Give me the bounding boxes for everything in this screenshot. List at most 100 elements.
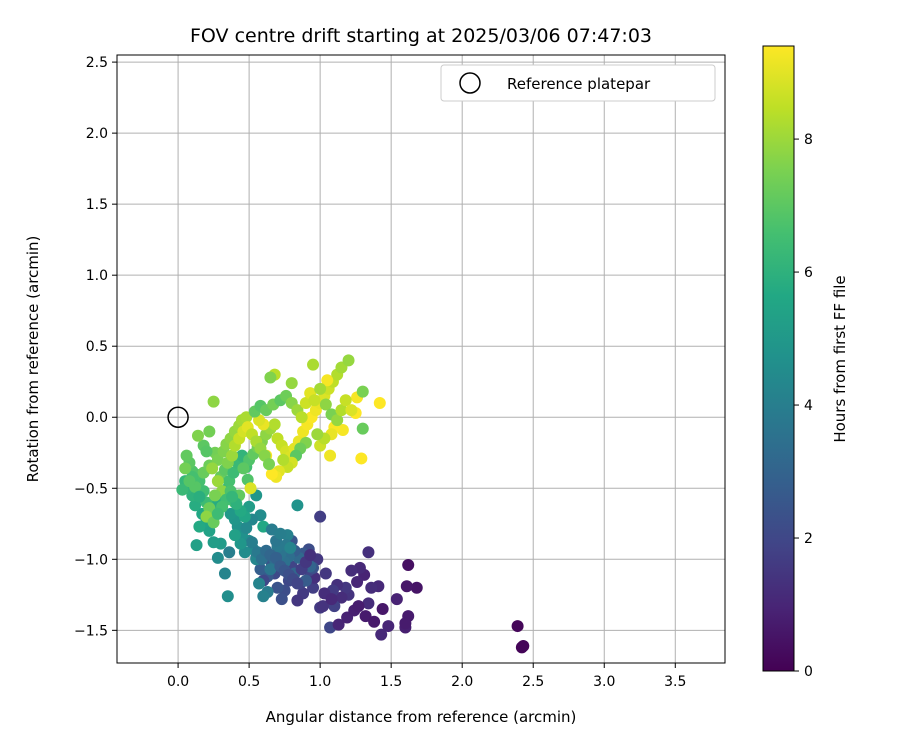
data-point xyxy=(245,536,258,549)
colorbar: 0 2 4 6 8 Hours from first FF file xyxy=(762,45,849,680)
y-tick-label: 1.5 xyxy=(86,197,108,213)
y-tick-label: 1.0 xyxy=(86,268,108,284)
data-point xyxy=(234,537,247,550)
data-point xyxy=(180,449,193,462)
data-point xyxy=(362,546,375,559)
data-point xyxy=(265,468,278,481)
x-tick-label: 1.5 xyxy=(380,674,402,690)
data-point xyxy=(295,411,308,424)
data-point xyxy=(183,475,196,488)
data-point xyxy=(257,590,270,603)
data-point xyxy=(345,404,358,417)
data-points xyxy=(176,354,530,654)
data-point xyxy=(308,394,321,407)
y-tick-label: −0.5 xyxy=(74,481,108,497)
y-tick-label: 0.5 xyxy=(86,339,108,355)
data-point xyxy=(237,462,250,475)
data-point xyxy=(365,581,378,594)
data-point xyxy=(284,541,297,554)
data-point xyxy=(291,594,304,607)
data-point xyxy=(193,490,206,503)
data-point xyxy=(211,551,224,564)
data-point xyxy=(240,522,253,535)
data-point xyxy=(356,385,369,398)
data-point xyxy=(345,564,358,577)
data-point xyxy=(193,520,206,533)
reference-platepar-marker xyxy=(167,406,189,428)
data-point xyxy=(264,371,277,384)
data-point xyxy=(207,536,220,549)
data-point xyxy=(304,549,317,562)
data-point xyxy=(179,462,192,475)
data-point xyxy=(263,458,275,471)
colorbar-label: Hours from first FF file xyxy=(831,275,849,442)
chart-title: FOV centre drift starting at 2025/03/06 … xyxy=(190,25,652,47)
data-point xyxy=(319,398,332,411)
gridlines xyxy=(117,55,725,663)
data-point xyxy=(511,620,524,633)
data-point xyxy=(307,358,320,371)
y-tick-label: −1.5 xyxy=(74,623,108,639)
data-point xyxy=(275,593,288,606)
data-point xyxy=(285,377,298,390)
data-point xyxy=(207,395,220,408)
data-point xyxy=(223,546,236,559)
plot-frame xyxy=(116,54,726,664)
data-point xyxy=(399,617,412,630)
x-tick-label: 3.0 xyxy=(593,674,615,690)
data-point xyxy=(291,499,304,512)
colorbar-tick-label: 6 xyxy=(804,265,813,281)
data-point xyxy=(176,483,189,496)
colorbar-tick-label: 4 xyxy=(804,398,813,414)
data-point xyxy=(355,452,368,465)
data-point xyxy=(291,577,304,590)
x-axis-ticks: 0.0 0.5 1.0 1.5 2.0 2.5 3.0 3.5 xyxy=(167,663,686,690)
data-point xyxy=(359,610,372,623)
data-point xyxy=(332,618,345,631)
legend: Reference platepar xyxy=(440,64,716,102)
data-point xyxy=(209,489,222,502)
data-point xyxy=(410,581,423,594)
data-point xyxy=(274,527,287,540)
data-point xyxy=(203,425,216,438)
data-point xyxy=(277,453,290,466)
data-point xyxy=(268,418,281,431)
colorbar-ticks: 0 2 4 6 8 xyxy=(794,132,813,680)
data-point xyxy=(375,628,388,641)
data-point xyxy=(356,422,369,435)
data-point xyxy=(316,600,329,613)
colorbar-gradient xyxy=(762,45,795,672)
legend-box xyxy=(440,64,716,102)
data-point xyxy=(211,507,224,520)
data-point xyxy=(200,445,213,458)
data-point xyxy=(221,590,234,603)
x-tick-label: 0.0 xyxy=(167,674,189,690)
y-axis-ticks: −1.5 −1.0 −0.5 0.0 0.5 1.0 1.5 2.0 2.5 xyxy=(74,55,117,639)
data-point xyxy=(314,510,327,523)
legend-reference-marker-icon xyxy=(459,72,481,94)
x-axis-label: Angular distance from reference (arcmin) xyxy=(266,708,577,726)
data-point xyxy=(325,593,338,606)
data-point xyxy=(314,382,327,395)
data-point xyxy=(339,394,352,407)
data-point xyxy=(271,581,284,594)
data-point xyxy=(373,397,386,410)
y-axis-label: Rotation from reference (arcmin) xyxy=(24,236,42,483)
data-point xyxy=(321,374,334,387)
data-point xyxy=(351,576,364,589)
data-point xyxy=(331,414,344,427)
x-tick-label: 3.5 xyxy=(664,674,686,690)
data-point xyxy=(218,567,231,580)
data-point xyxy=(342,354,355,367)
data-point xyxy=(190,539,203,552)
data-point xyxy=(400,580,413,593)
x-tick-label: 2.5 xyxy=(522,674,544,690)
data-point xyxy=(402,558,415,571)
colorbar-tick-label: 8 xyxy=(804,132,813,148)
data-point xyxy=(352,600,365,613)
data-point xyxy=(240,411,253,424)
data-point xyxy=(244,482,257,495)
x-tick-label: 0.5 xyxy=(238,674,260,690)
data-point xyxy=(517,639,530,652)
